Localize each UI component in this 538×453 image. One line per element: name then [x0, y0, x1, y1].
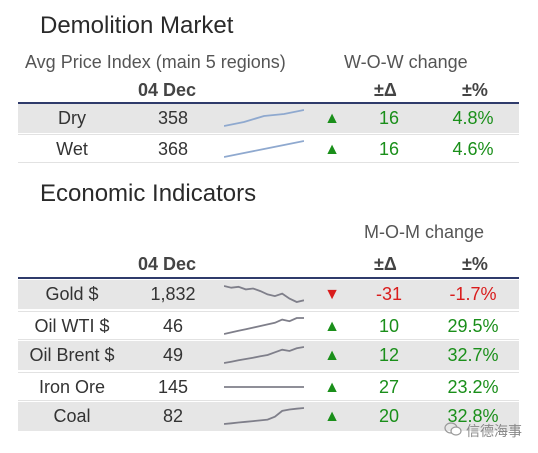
row-name: Dry	[58, 108, 86, 128]
row-abs-change: 16	[378, 108, 400, 128]
row-value: 1,832	[150, 284, 196, 304]
demolition-title: Demolition Market	[40, 12, 234, 39]
watermark-text: 信德海事	[466, 423, 522, 439]
table-row: Coal 82 ▲ 20 32.8%	[18, 402, 519, 431]
row-abs-change: 10	[378, 315, 400, 336]
row-value: 49	[162, 345, 184, 365]
arrow-down-icon: ▼	[324, 286, 340, 303]
arrow-up-icon: ▲	[324, 378, 340, 396]
row-pct-change: 29.5%	[447, 315, 499, 336]
row-pct-change: 32.8%	[447, 406, 499, 426]
sparkline-line	[224, 316, 304, 335]
economic-header-rule	[18, 277, 519, 279]
arrow-up-icon: ▲	[324, 347, 340, 364]
row-abs-change: 12	[378, 345, 400, 365]
row-name: Iron Ore	[38, 376, 106, 397]
row-name: Coal	[53, 406, 91, 426]
sparkline-chart	[224, 285, 304, 303]
sparkline-line	[224, 285, 304, 303]
row-abs-change: 27	[378, 376, 400, 397]
sparkline-line	[224, 346, 304, 364]
row-abs-change: 20	[378, 406, 400, 426]
row-sparkline	[218, 341, 310, 370]
row-value: 82	[162, 406, 184, 426]
row-sparkline	[218, 135, 310, 164]
row-abs-change: 16	[378, 139, 400, 159]
sparkline-chart	[224, 109, 304, 127]
row-value: 46	[162, 315, 184, 336]
sparkline-chart	[224, 140, 304, 158]
economic-abs-label: ±Δ	[374, 254, 397, 274]
table-row: Gold $ 1,832 ▼ -31 -1.7%	[18, 280, 519, 309]
row-sparkline	[218, 373, 310, 402]
row-pct-change: 32.7%	[447, 345, 499, 365]
row-name: Oil WTI $	[34, 315, 110, 336]
row-sparkline	[218, 312, 310, 341]
row-sparkline	[218, 280, 310, 309]
sparkline-chart	[224, 385, 304, 388]
wechat-icon	[444, 422, 462, 436]
row-value: 358	[157, 108, 189, 128]
sparkline-line	[224, 407, 304, 425]
row-sparkline	[218, 402, 310, 431]
row-value: 368	[157, 139, 189, 159]
economic-pct-label: ±%	[462, 254, 488, 274]
demolition-abs-label: ±Δ	[374, 80, 397, 100]
sparkline-chart	[224, 407, 304, 425]
sparkline-chart	[224, 316, 304, 335]
arrow-up-icon: ▲	[324, 408, 340, 425]
row-value: 145	[157, 376, 189, 397]
row-abs-change: -31	[375, 284, 402, 304]
row-pct-change: -1.7%	[449, 284, 497, 304]
row-pct-change: 4.8%	[452, 108, 494, 128]
row-name: Gold $	[45, 284, 99, 304]
table-row: Dry 358 ▲ 16 4.8%	[18, 104, 519, 133]
row-sparkline	[218, 104, 310, 133]
demolition-subtitle: Avg Price Index (main 5 regions)	[25, 52, 286, 72]
demolition-pct-label: ±%	[462, 80, 488, 100]
row-pct-change: 23.2%	[447, 376, 499, 397]
row-name: Oil Brent $	[29, 345, 115, 365]
demolition-change-label: W-O-W change	[344, 52, 468, 72]
row-name: Wet	[56, 139, 88, 159]
economic-title: Economic Indicators	[40, 180, 257, 207]
arrow-up-icon: ▲	[324, 141, 340, 158]
row-pct-change: 4.6%	[452, 139, 494, 159]
arrow-up-icon: ▲	[324, 317, 340, 335]
demolition-date: 04 Dec	[138, 80, 197, 100]
sparkline-line	[224, 140, 304, 158]
demolition-header-rule	[18, 102, 519, 104]
table-row: Wet 368 ▲ 16 4.6%	[18, 134, 519, 163]
sparkline-line	[224, 109, 304, 127]
table-row: Oil Brent $ 49 ▲ 12 32.7%	[18, 341, 519, 370]
table-row: Iron Ore 145 ▲ 27 23.2%	[18, 371, 519, 402]
table-row: Oil WTI $ 46 ▲ 10 29.5%	[18, 310, 519, 341]
sparkline-chart	[224, 346, 304, 364]
economic-date: 04 Dec	[138, 254, 197, 274]
arrow-up-icon: ▲	[324, 110, 340, 127]
economic-change-label: M-O-M change	[364, 222, 485, 242]
